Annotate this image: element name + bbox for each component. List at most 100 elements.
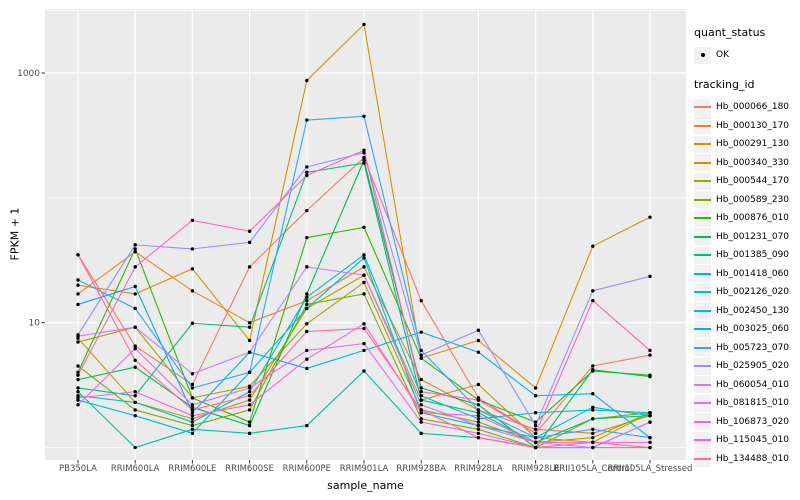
data-point xyxy=(133,306,137,311)
data-point xyxy=(190,218,195,223)
data-point xyxy=(247,370,252,375)
data-point xyxy=(476,435,481,440)
line-key-icon xyxy=(694,154,711,172)
data-point xyxy=(76,278,80,282)
legend-item-Hb_106873_020: Hb_106873_020 xyxy=(694,413,798,432)
data-point xyxy=(362,253,366,257)
series-color-swatch xyxy=(694,328,711,331)
data-point xyxy=(133,284,137,289)
x-tick-label: RRIM928BA xyxy=(396,464,446,474)
data-point xyxy=(76,292,80,296)
series-color-swatch xyxy=(694,124,711,127)
data-point xyxy=(591,364,595,368)
data-point xyxy=(648,411,652,415)
data-point xyxy=(533,440,538,445)
data-point xyxy=(362,148,366,153)
x-tick-label: RRIM600PE xyxy=(283,464,331,474)
data-point xyxy=(190,427,195,432)
data-point xyxy=(305,366,309,371)
legend-label: Hb_000544_170 xyxy=(716,176,790,187)
line-key-icon xyxy=(694,98,711,116)
data-point xyxy=(247,398,252,402)
data-point xyxy=(247,408,252,412)
data-point xyxy=(533,386,538,390)
data-point xyxy=(591,244,595,248)
series-color-swatch xyxy=(694,383,711,386)
legend-item-Hb_000589_230: Hb_000589_230 xyxy=(694,191,798,210)
legend-label: Hb_081815_010 xyxy=(716,398,790,409)
legend-label: Hb_000066_180 xyxy=(716,102,790,113)
data-point xyxy=(362,348,366,353)
legend-label: Hb_000340_330 xyxy=(716,157,790,168)
data-point xyxy=(76,373,80,377)
tracking-id-legend-items: Hb_000066_180 Hb_000130_170 Hb_000291_130 H… xyxy=(694,98,798,468)
data-point xyxy=(190,372,195,376)
data-point xyxy=(76,302,80,307)
legend-label: Hb_000291_130 xyxy=(716,139,790,150)
data-point xyxy=(133,400,137,405)
legend-item-Hb_000291_130: Hb_000291_130 xyxy=(694,135,798,154)
legend-item-Hb_000340_330: Hb_000340_330 xyxy=(694,154,798,173)
data-point xyxy=(305,208,309,213)
data-point xyxy=(305,78,309,83)
line-key-icon xyxy=(694,283,711,301)
series-color-swatch xyxy=(694,254,711,257)
data-point xyxy=(305,299,309,303)
legend-label: Hb_005723_070 xyxy=(716,342,790,353)
data-point xyxy=(76,403,80,407)
data-point xyxy=(133,243,137,247)
data-point xyxy=(133,358,137,362)
data-point xyxy=(419,377,423,382)
legend-label: Hb_000589_230 xyxy=(716,194,790,205)
data-point xyxy=(305,322,309,326)
x-tick-label: RRII105LA_Stressed xyxy=(608,464,693,474)
data-point xyxy=(305,265,309,269)
data-point xyxy=(476,398,481,402)
data-point xyxy=(247,390,252,394)
data-point xyxy=(591,299,595,303)
data-point xyxy=(362,292,366,296)
series-color-swatch xyxy=(694,161,711,164)
data-point xyxy=(190,321,195,325)
data-point xyxy=(76,283,80,287)
data-point xyxy=(305,170,309,175)
data-point xyxy=(133,292,137,296)
data-point xyxy=(133,346,137,351)
data-point xyxy=(133,250,137,254)
data-point xyxy=(362,155,366,160)
data-point xyxy=(591,368,595,372)
data-point xyxy=(362,326,366,331)
data-point xyxy=(533,394,538,398)
data-point xyxy=(76,334,80,338)
data-point xyxy=(419,408,423,412)
data-point xyxy=(362,114,366,118)
data-point xyxy=(190,431,195,436)
data-point xyxy=(76,370,80,375)
data-point xyxy=(648,435,652,440)
data-point xyxy=(190,403,195,407)
x-tick-label: RRIM600LE xyxy=(168,464,216,474)
data-point xyxy=(648,445,652,450)
data-point xyxy=(190,289,195,293)
data-point xyxy=(362,280,366,285)
data-point xyxy=(190,413,195,418)
legend-label: Hb_115045_010 xyxy=(716,435,790,446)
line-key-icon xyxy=(694,413,711,431)
legend-title-quant-status: quant_status xyxy=(694,26,766,39)
data-point xyxy=(305,329,309,334)
data-point xyxy=(190,382,195,387)
legend-label: Hb_001231_070 xyxy=(716,231,790,242)
data-point xyxy=(476,350,481,354)
legend-item-Hb_001385_090: Hb_001385_090 xyxy=(694,246,798,265)
data-point xyxy=(476,417,481,421)
legend-label: Hb_134488_010 xyxy=(716,453,790,464)
series-color-swatch xyxy=(694,217,711,220)
legend-label: Hb_025905_020 xyxy=(716,361,790,372)
data-point xyxy=(305,295,309,299)
line-key-icon xyxy=(694,117,711,135)
data-point xyxy=(476,408,481,412)
data-point xyxy=(305,292,309,296)
data-point xyxy=(190,396,195,400)
legend-item-Hb_001231_070: Hb_001231_070 xyxy=(694,228,798,247)
data-point xyxy=(419,330,423,334)
